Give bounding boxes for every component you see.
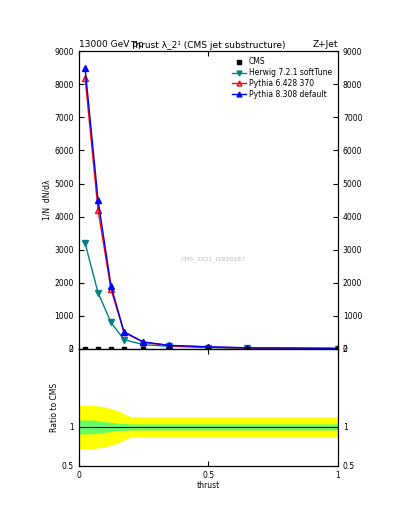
Title: Thrust λ_2¹ (CMS jet substructure): Thrust λ_2¹ (CMS jet substructure)	[130, 41, 286, 50]
Y-axis label: Ratio to CMS: Ratio to CMS	[50, 383, 59, 432]
Text: Z+Jet: Z+Jet	[312, 39, 338, 49]
Text: CMS_2021_I1920187: CMS_2021_I1920187	[181, 257, 246, 263]
Y-axis label: 1/N  dN/dλ: 1/N dN/dλ	[42, 180, 51, 220]
Legend: CMS, Herwig 7.2.1 softTune, Pythia 6.428 370, Pythia 8.308 default: CMS, Herwig 7.2.1 softTune, Pythia 6.428…	[230, 55, 334, 101]
X-axis label: thrust: thrust	[196, 481, 220, 490]
Text: 13000 GeV pp: 13000 GeV pp	[79, 39, 143, 49]
